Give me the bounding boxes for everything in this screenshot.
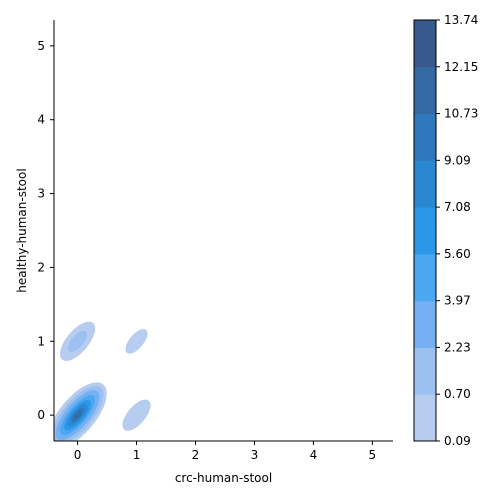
colorbar-band-4 <box>414 253 436 302</box>
colorbar-band-2 <box>414 347 436 395</box>
colorbar-tick-label: 0.09 <box>444 434 471 448</box>
x-tick-label: 1 <box>133 448 141 462</box>
x-tick-label: 3 <box>251 448 259 462</box>
y-tick-label: 5 <box>37 39 45 53</box>
y-tick-label: 2 <box>37 260 45 274</box>
y-tick-label: 1 <box>37 334 45 348</box>
colorbar-tick-label: 12.15 <box>444 60 478 74</box>
x-tick-label: 5 <box>369 448 377 462</box>
colorbar: 0.09 0.70 2.23 3.97 5.60 7.08 9.09 10.73 12.15 13… <box>413 13 478 448</box>
colorbar-tick-label: 0.70 <box>444 387 471 401</box>
density-contours <box>54 321 151 441</box>
y-tick-label: 3 <box>37 187 45 201</box>
colorbar-tick-label: 10.73 <box>444 107 478 121</box>
contour-cluster-4-level-1 <box>122 399 151 431</box>
contour-cluster-1-level-8 <box>74 411 82 420</box>
contour-cluster-2-level-2 <box>68 330 88 352</box>
x-tick-label: 0 <box>74 448 82 462</box>
colorbar-band-6 <box>414 160 436 208</box>
colorbar-band-5 <box>414 207 436 255</box>
colorbar-tick-label: 9.09 <box>444 153 471 167</box>
axes: 0 1 2 3 4 5 0 1 2 3 4 5 crc-human-stool healthy-human… <box>15 20 393 485</box>
y-tick-label: 4 <box>37 113 45 127</box>
colorbar-band-3 <box>414 300 436 348</box>
x-axis-label: crc-human-stool <box>175 471 272 485</box>
colorbar-tick-label: 3.97 <box>444 294 471 308</box>
x-tick-label: 4 <box>310 448 318 462</box>
colorbar-frame <box>413 19 437 442</box>
colorbar-tick-label: 5.60 <box>444 247 471 261</box>
colorbar-band-9 <box>414 20 436 68</box>
colorbar-tick-label: 7.08 <box>444 200 471 214</box>
colorbar-band-7 <box>414 113 436 161</box>
y-axis-label: healthy-human-stool <box>15 168 29 292</box>
colorbar-band-1 <box>414 394 436 442</box>
x-tick-label: 2 <box>192 448 200 462</box>
colorbar-tick-label: 2.23 <box>444 340 471 354</box>
contour-cluster-3-level-1 <box>125 328 148 354</box>
y-tick-label: 0 <box>37 408 45 422</box>
colorbar-band-8 <box>414 66 436 115</box>
colorbar-tick-label: 13.74 <box>444 13 478 27</box>
